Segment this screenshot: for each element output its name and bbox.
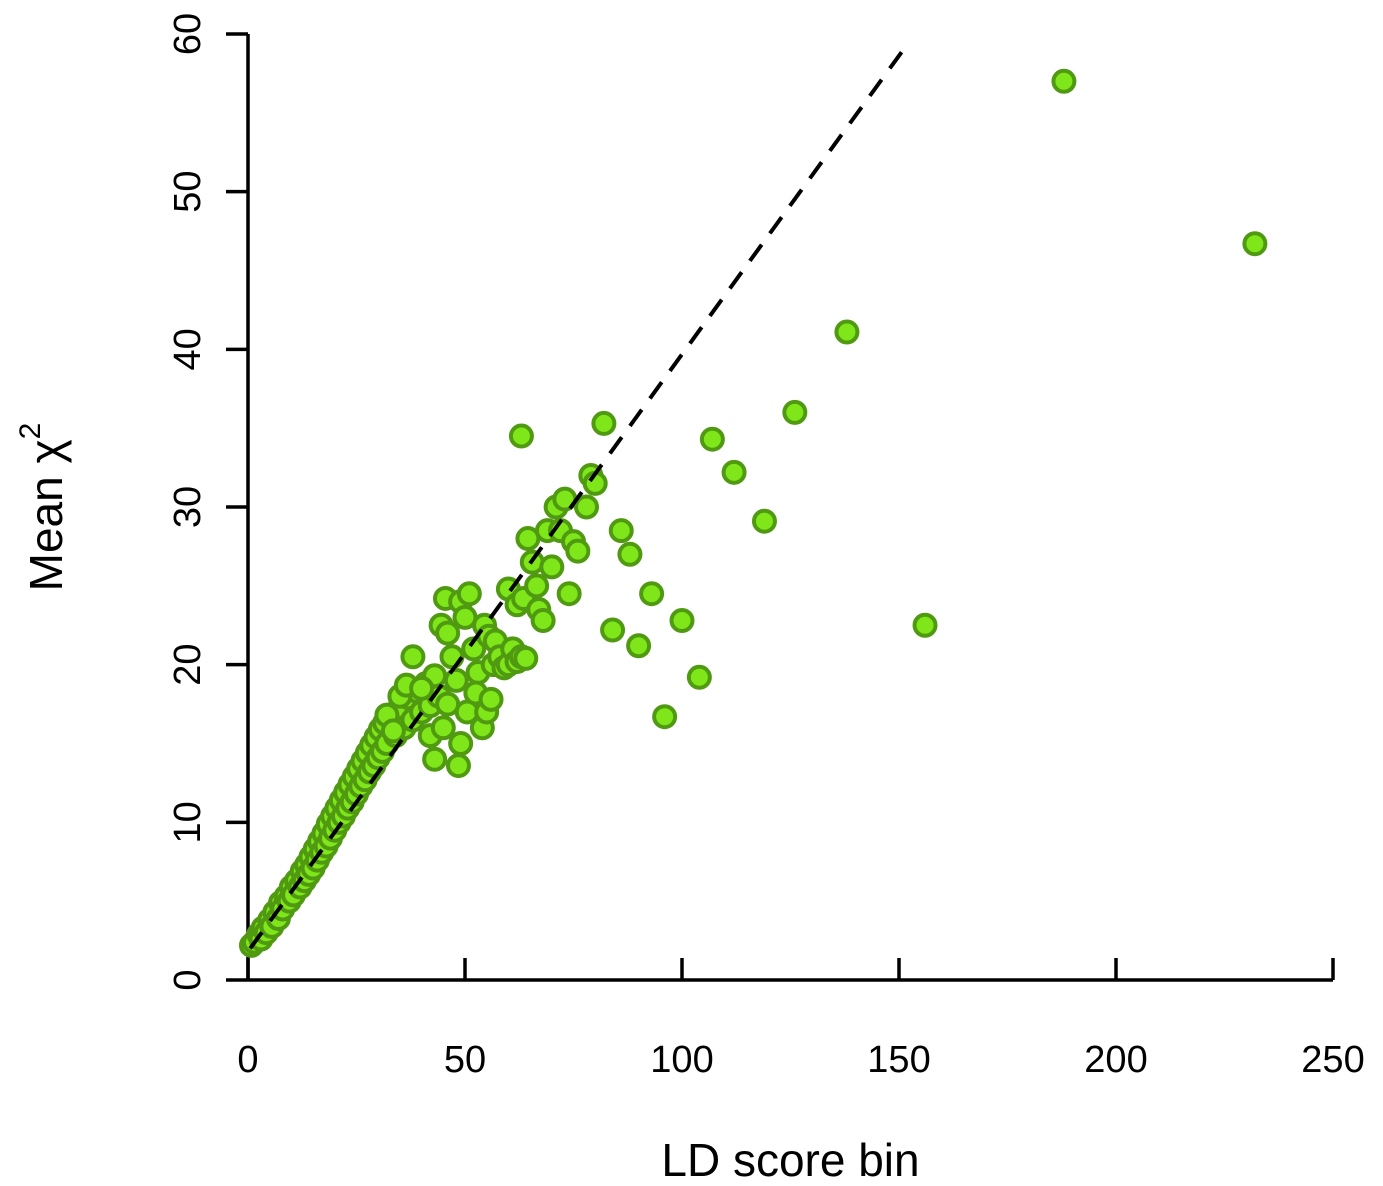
data-point	[539, 554, 565, 580]
data-point	[524, 573, 550, 599]
data-point	[565, 538, 591, 564]
data-point	[912, 612, 938, 638]
data-point	[574, 494, 600, 520]
data-point	[626, 633, 652, 659]
data-point	[1051, 68, 1077, 94]
data-point	[478, 686, 504, 712]
points-layer	[238, 68, 1268, 958]
y-tick-label: 30	[167, 486, 209, 528]
data-point	[608, 518, 634, 544]
x-axis-label: LD score bin	[661, 1134, 919, 1186]
data-point	[422, 746, 448, 772]
x-tick-label: 150	[867, 1039, 930, 1081]
data-point	[834, 319, 860, 345]
data-point	[508, 423, 534, 449]
data-point	[443, 667, 469, 693]
x-tick-label: 100	[650, 1039, 713, 1081]
y-tick-label: 50	[167, 171, 209, 213]
data-point	[639, 581, 665, 607]
data-point	[556, 581, 582, 607]
y-ticks: 0 10 20 30 40 50 60	[167, 13, 248, 991]
x-tick-label: 50	[444, 1039, 486, 1081]
data-point	[513, 645, 539, 671]
data-point	[448, 731, 474, 756]
reference-dashed-line	[248, 48, 905, 950]
y-tick-label: 40	[167, 328, 209, 370]
data-point	[591, 410, 617, 436]
data-point	[721, 459, 747, 485]
data-point	[600, 617, 626, 643]
data-point	[445, 753, 471, 779]
y-tick-label: 10	[167, 801, 209, 843]
y-tick-label: 20	[167, 644, 209, 686]
y-axis-label-main: Mean χ	[20, 439, 72, 591]
data-point	[456, 581, 482, 607]
y-tick-label: 0	[167, 969, 209, 990]
data-point	[652, 704, 678, 730]
y-axis-label-superscript: 2	[14, 423, 47, 440]
data-point	[435, 620, 461, 646]
data-point	[400, 644, 426, 670]
data-point	[409, 675, 435, 701]
data-point	[751, 508, 777, 534]
data-point	[439, 644, 465, 670]
data-point	[1242, 231, 1268, 257]
data-point	[699, 426, 725, 452]
axes-layer: 0 50 100 150 200 250 0 10 20 30 40 50 60	[167, 13, 1365, 1081]
data-point	[669, 608, 695, 634]
data-point	[530, 608, 556, 634]
data-point	[430, 715, 456, 741]
x-ticks: 0 50 100 150 200 250	[237, 958, 1365, 1081]
x-tick-label: 200	[1084, 1039, 1147, 1081]
data-point	[380, 718, 406, 744]
data-point	[782, 399, 808, 425]
data-point	[617, 541, 643, 567]
x-tick-label: 0	[237, 1039, 258, 1081]
y-tick-label: 60	[167, 13, 209, 55]
x-tick-label: 250	[1301, 1039, 1364, 1081]
data-point	[686, 664, 712, 690]
y-axis-label: Mean χ2	[14, 423, 72, 592]
